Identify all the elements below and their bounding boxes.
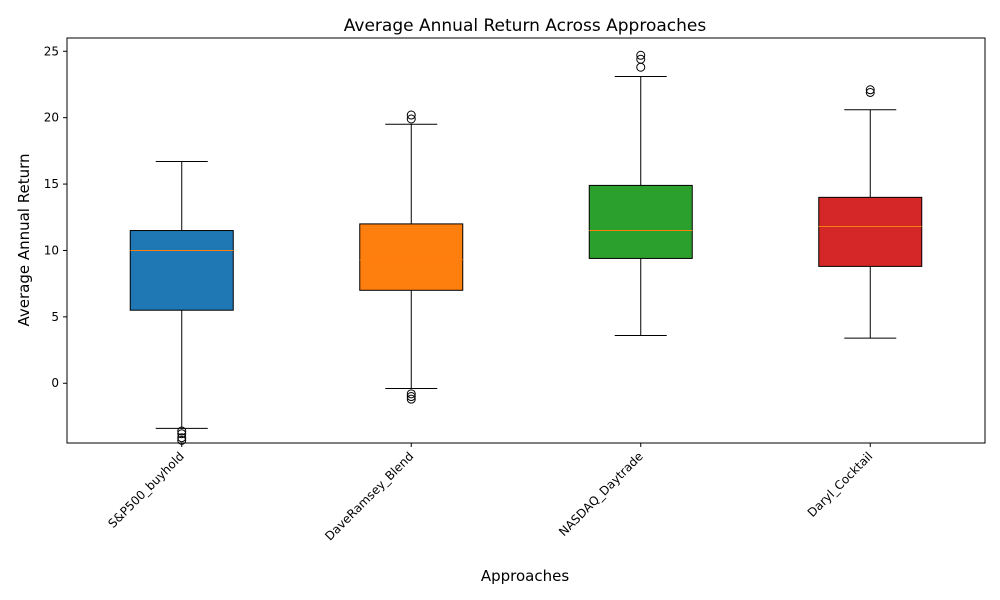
y-tick-label: 25 [44,44,59,58]
box-iqr [359,223,464,291]
outlier-point [636,54,646,64]
outlier-point [177,429,187,439]
outlier-point [865,87,875,97]
y-axis: 0 5 10 15 20 25 [44,44,67,390]
outlier-point [406,110,416,120]
box-iqr [818,196,923,267]
outlier-point [177,433,187,443]
outlier-point [865,85,875,95]
outlier-point [406,114,416,124]
y-tick-label: 15 [44,177,59,191]
y-axis-title: Average Annual Return [15,153,33,326]
y-tick-label: 5 [51,310,59,324]
y-tick-label: 10 [44,243,59,257]
outlier-point [636,62,646,72]
outlier-point [177,426,187,436]
y-tick-label: 20 [44,111,59,125]
chart-title: Average Annual Return Across Approaches [344,16,707,36]
x-tick-label: NASDAQ_Daytrade [556,449,646,539]
outlier-point [406,392,416,402]
x-tick-label: S&P500_buyhold [105,449,187,531]
box-group-3 [588,50,693,336]
outlier-point [406,389,416,399]
x-axis: S&P500_buyhold DaveRamsey_Blend NASDAQ_Day… [105,443,875,543]
outlier-point [406,394,416,404]
box-iqr [588,184,693,259]
y-tick-label: 0 [51,376,59,390]
plot-frame [66,37,986,444]
outlier-point [636,50,646,60]
plot-area [129,50,923,445]
x-tick-label: Daryl_Cocktail [805,449,876,520]
box-group-2 [359,110,464,404]
box-group-1 [129,160,234,445]
x-tick-label: DaveRamsey_Blend [322,449,416,543]
x-axis-title: Approaches [481,567,569,585]
box-group-4 [818,85,923,339]
box-iqr [129,230,234,311]
